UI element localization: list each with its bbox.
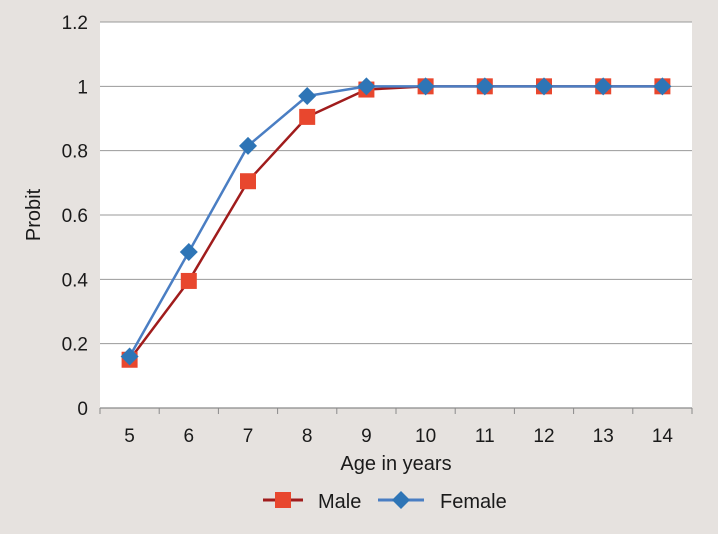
x-tick-label: 9	[361, 426, 372, 447]
x-tick-label: 13	[593, 426, 614, 447]
y-axis-title: Probit	[23, 188, 45, 241]
series-group	[120, 77, 672, 368]
legend-female-label: Female	[440, 491, 507, 513]
legend: Male Female	[263, 491, 507, 513]
legend-male-label: Male	[318, 491, 361, 513]
data-point-female	[357, 77, 376, 96]
x-tick-label: 6	[184, 426, 195, 447]
legend-item-female: Female	[378, 491, 507, 513]
legend-item-male: Male	[263, 491, 361, 513]
data-point-female	[416, 77, 435, 96]
legend-male-marker	[275, 492, 291, 508]
y-tick-label: 0.8	[62, 142, 88, 163]
data-point-female	[179, 242, 198, 261]
y-tick-label: 1.2	[62, 13, 88, 34]
x-tick-label: 11	[475, 426, 495, 447]
legend-female-marker	[392, 491, 410, 509]
gridlines	[100, 21, 692, 409]
series-female	[120, 77, 672, 366]
data-point-female	[535, 77, 553, 96]
y-tick-label: 0.2	[62, 335, 88, 356]
data-point-female	[475, 77, 494, 96]
x-tick-label: 12	[533, 426, 554, 447]
x-tick-label: 14	[652, 426, 674, 447]
data-point-male	[240, 173, 256, 190]
x-axis-ticks: 5 6 7 8 9 10 11 12 13 14	[99, 408, 693, 447]
data-point-female	[120, 347, 139, 366]
x-tick-label: 7	[243, 426, 254, 447]
y-axis-ticks: 0 0.2 0.4 0.6 0.8 1 1.2	[62, 13, 89, 420]
y-tick-label: 0.4	[62, 270, 89, 291]
data-point-female	[239, 136, 257, 155]
data-point-female	[653, 77, 672, 96]
data-point-female	[298, 86, 317, 105]
data-point-male	[180, 272, 197, 289]
x-tick-label: 5	[124, 426, 135, 447]
data-point-male	[299, 108, 316, 125]
y-tick-label: 1	[77, 77, 88, 98]
data-point-female	[594, 77, 613, 96]
x-tick-label: 8	[302, 426, 313, 447]
y-tick-label: 0.6	[62, 206, 88, 227]
x-tick-label: 10	[415, 426, 436, 447]
series-line-female	[128, 85, 663, 358]
y-tick-label: 0	[77, 399, 88, 420]
x-axis-title: Age in years	[340, 453, 451, 475]
